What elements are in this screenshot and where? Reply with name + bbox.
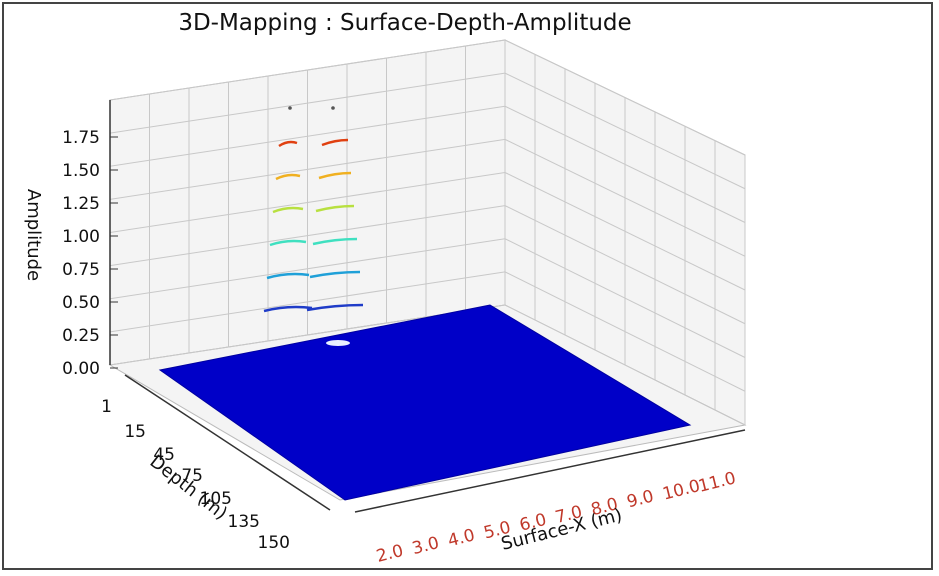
grid-line <box>109 105 506 167</box>
contour-top-dot <box>331 106 335 110</box>
x-tick-label: 11.0 <box>696 468 738 497</box>
contour-line-left <box>275 173 301 181</box>
contour-line-left <box>272 206 304 214</box>
depth-axis <box>124 374 331 511</box>
z-tick-label: 0.25 <box>62 326 100 346</box>
z-tick-label: 1.00 <box>62 227 100 247</box>
depth-tick-label: 105 <box>200 489 232 509</box>
z-axis-label: Amplitude <box>23 189 44 281</box>
depth-tick-label: 1 <box>101 397 112 417</box>
x-tick-label: 3.0 <box>410 533 441 559</box>
grid-line <box>109 39 506 101</box>
depth-tick-label: 45 <box>153 445 175 465</box>
grid-line <box>109 271 506 333</box>
grid-line <box>109 205 506 267</box>
z-tick-label: 1.25 <box>62 194 100 214</box>
x-tick-label: 9.0 <box>625 486 656 512</box>
z-tick-label: 1.50 <box>62 161 100 181</box>
depth-tick-label: 150 <box>258 533 290 553</box>
contour-line-left <box>266 272 310 280</box>
grid-line <box>109 72 506 134</box>
z-tick-label: 0.00 <box>62 359 100 379</box>
contour-line-right <box>309 270 361 279</box>
contour-line-left <box>263 305 313 313</box>
amplitude-surface <box>158 304 692 501</box>
z-tick-label: 1.75 <box>62 128 100 148</box>
grid-line <box>109 138 506 200</box>
contour-line-right <box>318 171 352 180</box>
depth-tick-label: 75 <box>181 466 203 486</box>
contour-line-right <box>315 204 355 213</box>
chart-title: 3D-Mapping : Surface-Depth-Amplitude <box>178 10 631 36</box>
contour-line-left <box>269 239 307 247</box>
z-tick-label: 0.75 <box>62 260 100 280</box>
grid-line <box>109 172 506 233</box>
contour-line-right <box>321 138 349 147</box>
surface-peak-spot <box>326 340 350 346</box>
contour-line-right <box>312 237 358 246</box>
depth-tick-label: 135 <box>228 512 260 532</box>
x-tick-label: 4.0 <box>446 525 477 551</box>
x-tick-label: 2.0 <box>374 541 405 567</box>
z-axis-ticks: 0.00 0.25 0.50 0.75 1.00 1.25 1.50 1.75 <box>62 128 118 379</box>
grid-line <box>109 238 506 300</box>
contour-top-dot <box>288 106 292 110</box>
x-tick-label: 10.0 <box>661 476 703 505</box>
surface-x-axis-ticks: 2.0 3.0 4.0 5.0 6.0 7.0 8.0 9.0 10.011.0 <box>374 468 738 567</box>
depth-tick-label: 15 <box>124 422 146 442</box>
surface-x-axis <box>354 429 746 513</box>
z-tick-label: 0.50 <box>62 293 100 313</box>
depth-axis-label: Depth (m) <box>146 451 232 524</box>
contour-lines <box>263 106 364 313</box>
contour-line-right <box>306 303 364 312</box>
contour-line-left <box>278 140 298 148</box>
